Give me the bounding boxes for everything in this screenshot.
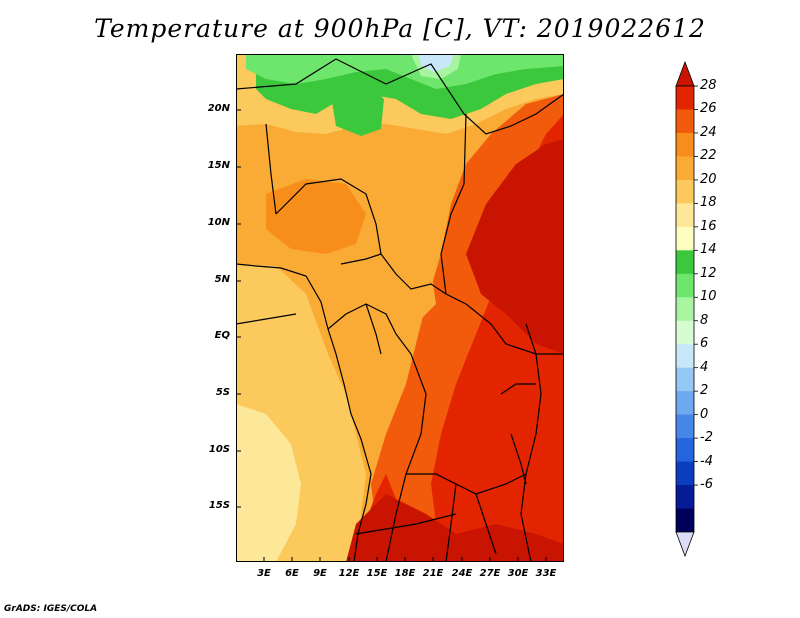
colorbar-segment xyxy=(676,156,694,181)
colorbar-label: 26 xyxy=(700,101,717,117)
colorbar-segment xyxy=(676,132,694,157)
colorbar-segment xyxy=(676,438,694,463)
colorbar-label: 20 xyxy=(700,171,717,187)
map-frame xyxy=(236,54,564,562)
lat-label: 15N xyxy=(207,160,230,171)
lon-label: 12E xyxy=(338,568,360,579)
temperature-band-24 xyxy=(266,179,366,254)
lat-label: 5N xyxy=(214,274,230,285)
lon-label: 18E xyxy=(394,568,416,579)
colorbar-segment xyxy=(676,461,694,486)
country-borders xyxy=(236,58,564,562)
lat-label: 10N xyxy=(207,217,230,228)
lat-label: EQ xyxy=(214,330,230,341)
colorbar-segment xyxy=(676,273,694,298)
colorbar-segment xyxy=(676,414,694,439)
colorbar-label: 2 xyxy=(700,383,709,399)
colorbar-label: 8 xyxy=(700,312,709,328)
colorbar-segment xyxy=(676,226,694,251)
colorbar-label: 22 xyxy=(700,148,717,164)
temperature-band-28 xyxy=(466,139,564,354)
lon-label: 33E xyxy=(535,568,557,579)
colorbar-label: 0 xyxy=(700,406,709,422)
colorbar-segment xyxy=(676,203,694,228)
temperature-band-8 xyxy=(418,54,454,72)
temperature-band-12 xyxy=(246,54,564,89)
colorbar-segment xyxy=(676,320,694,345)
colorbar-frame xyxy=(675,85,695,533)
colorbar-label: 24 xyxy=(700,124,717,140)
grads-credit: GrADS: IGES/COLA xyxy=(4,604,98,614)
lat-label: 20N xyxy=(207,103,230,114)
colorbar-segment xyxy=(676,508,694,533)
colorbar-label: 6 xyxy=(700,336,709,352)
colorbar-segment xyxy=(676,391,694,416)
colorbar-label: 14 xyxy=(700,242,717,258)
temperature-map xyxy=(236,54,564,562)
colorbar-label: -4 xyxy=(700,453,713,469)
lon-label: 24E xyxy=(451,568,473,579)
colorbar-segment xyxy=(676,367,694,392)
chart-title: Temperature at 900hPa [C], VT: 201902261… xyxy=(94,14,706,43)
temperature-band-22 xyxy=(371,254,436,324)
colorbar-top-arrow xyxy=(675,60,695,87)
lon-label: 15E xyxy=(366,568,388,579)
colorbar-label: 12 xyxy=(700,265,717,281)
lon-label: 21E xyxy=(422,568,444,579)
colorbar-label: 10 xyxy=(700,289,717,305)
colorbar-segment xyxy=(676,86,694,110)
lat-label: 5S xyxy=(215,387,230,398)
colorbar-label: -6 xyxy=(700,477,713,493)
colorbar-segment xyxy=(676,485,694,510)
colorbar-label: 18 xyxy=(700,195,717,211)
colorbar-segment xyxy=(676,344,694,369)
temperature-band-28b xyxy=(346,494,564,562)
lat-label: 15S xyxy=(208,500,230,511)
lon-label: 30E xyxy=(507,568,529,579)
colorbar-segment xyxy=(676,250,694,275)
temperature-band-14b xyxy=(331,84,384,136)
colorbar-segment xyxy=(676,297,694,322)
lon-label: 27E xyxy=(479,568,501,579)
lon-label: 6E xyxy=(285,568,299,579)
colorbar-label: -2 xyxy=(700,430,713,446)
colorbar-label: 28 xyxy=(700,78,717,93)
temperature-band-18 xyxy=(236,404,301,562)
lon-label: 9E xyxy=(313,568,327,579)
colorbar-label: 4 xyxy=(700,359,709,375)
colorbar-bottom-arrow xyxy=(675,531,695,558)
lon-label: 3E xyxy=(257,568,271,579)
colorbar-label: 16 xyxy=(700,218,717,234)
lat-label: 10S xyxy=(208,444,230,455)
colorbar-segment xyxy=(676,109,694,134)
colorbar-segment xyxy=(676,179,694,204)
